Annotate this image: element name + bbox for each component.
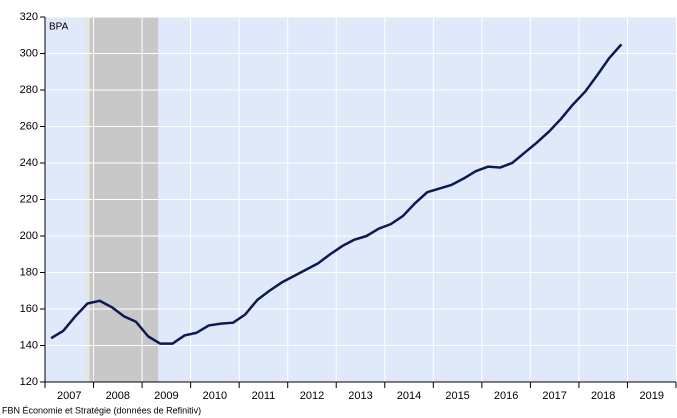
source: FBN Économie et Stratégie (données de Re… (2, 405, 201, 415)
y-tick-label: 140 (20, 339, 38, 351)
x-tick-label: 2011 (252, 390, 276, 402)
x-tick-label: 2009 (154, 390, 178, 402)
x-tick-label: 2015 (445, 390, 469, 402)
y-tick-label: 280 (20, 84, 38, 96)
y-axis-label: BPA (49, 22, 69, 33)
x-tick-label: 2019 (639, 390, 663, 402)
x-tick-label: 2013 (348, 390, 372, 402)
x-tick-label: 2012 (300, 390, 324, 402)
x-tick-label: 2008 (106, 390, 130, 402)
y-tick-label: 260 (20, 120, 38, 132)
y-tick-label: 320 (20, 11, 38, 23)
y-tick-label: 180 (20, 266, 38, 278)
x-tick-label: 2007 (57, 390, 81, 402)
y-tick-label: 220 (20, 193, 38, 205)
y-tick-label: 240 (20, 157, 38, 169)
y-tick-label: 200 (20, 230, 38, 242)
y-tick-label: 120 (20, 376, 38, 388)
line (50, 43, 623, 345)
x-tick-label: 2018 (591, 390, 615, 402)
x-tick-label: 2014 (397, 390, 421, 402)
x-tick-label: 2017 (542, 390, 566, 402)
x-tick-label: 2016 (494, 390, 518, 402)
y-tick-label: 300 (20, 47, 38, 59)
y-tick-label: 160 (20, 303, 38, 315)
x-tick-label: 2010 (203, 390, 227, 402)
